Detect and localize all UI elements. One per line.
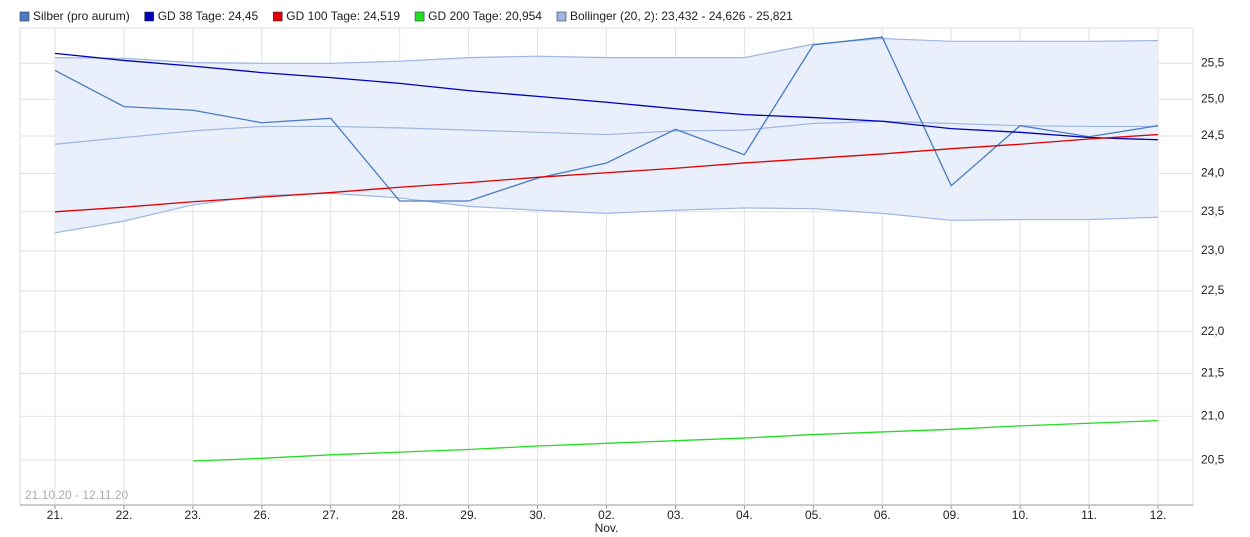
- legend-swatch: [414, 11, 425, 22]
- y-tick-label: 21,5: [1201, 366, 1225, 380]
- y-tick-label: 21,0: [1201, 408, 1225, 422]
- y-tick-label: 22,5: [1201, 283, 1225, 297]
- y-tick-label: 22,0: [1201, 324, 1225, 338]
- bollinger-upper: [54, 37, 1159, 64]
- legend-swatch: [556, 11, 567, 22]
- legend-swatch: [19, 11, 30, 22]
- x-tick-label: 30.: [529, 508, 546, 522]
- legend-swatch: [272, 11, 283, 22]
- series-line: [54, 133, 1159, 213]
- x-tick-sublabel: Nov.: [595, 521, 619, 535]
- x-tick-label: 11.: [1081, 508, 1097, 522]
- series-line: [54, 52, 1159, 141]
- series-line: [192, 419, 1159, 462]
- x-tick-label: 10.: [1012, 508, 1029, 522]
- x-tick-label: 09.: [943, 508, 960, 522]
- x-tick-label: 27.: [322, 508, 339, 522]
- y-tick-label: 25,5: [1201, 55, 1225, 69]
- date-range: 21.10.20 - 12.11.20: [25, 488, 129, 502]
- legend-label: Bollinger (20, 2): 23,432 - 24,626 - 25,…: [570, 9, 793, 23]
- x-tick-label: 21.: [47, 508, 64, 522]
- x-tick-label: 23.: [185, 508, 202, 522]
- x-tick-label: 06.: [874, 508, 891, 522]
- x-tick-label: 05.: [805, 508, 822, 522]
- y-tick-label: 24,0: [1201, 166, 1225, 180]
- x-tick-label: 03.: [667, 508, 684, 522]
- x-tick-label: 28.: [391, 508, 408, 522]
- y-tick-label: 23,0: [1201, 243, 1225, 257]
- bollinger-band-area: [55, 38, 1158, 233]
- x-tick-label: 26.: [253, 508, 270, 522]
- y-tick-label: 23,5: [1201, 204, 1225, 218]
- x-tick-label: 29.: [460, 508, 477, 522]
- legend-label: GD 200 Tage: 20,954: [428, 9, 542, 23]
- y-tick-label: 25,0: [1201, 91, 1225, 105]
- bollinger-middle: [54, 120, 1158, 145]
- series-line: [54, 36, 1159, 202]
- x-tick-label: 22.: [116, 508, 133, 522]
- x-tick-label: 02.: [598, 508, 615, 522]
- x-tick-label: 04.: [736, 508, 753, 522]
- legend-label: GD 38 Tage: 24,45: [158, 9, 259, 23]
- y-tick-label: 20,5: [1201, 452, 1225, 466]
- legend-label: Silber (pro aurum): [33, 9, 130, 23]
- y-tick-label: 24,5: [1201, 128, 1225, 142]
- legend-label: GD 100 Tage: 24,519: [286, 9, 400, 23]
- x-tick-label: 12.: [1150, 508, 1167, 522]
- legend-swatch: [144, 11, 155, 22]
